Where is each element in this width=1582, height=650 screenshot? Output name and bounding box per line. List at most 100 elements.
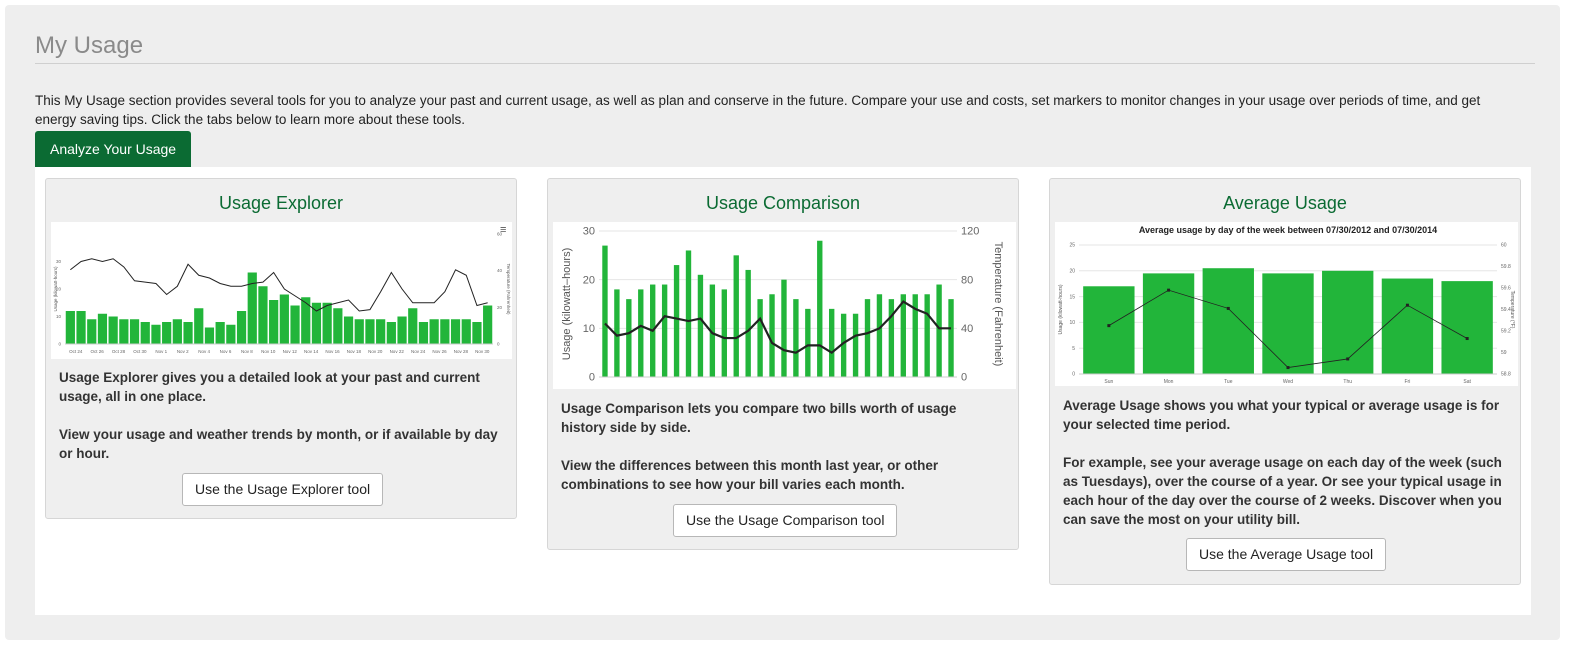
x-tick-label: Nov 28: [454, 349, 469, 354]
usage-bar: [226, 324, 236, 344]
usage-bar: [215, 322, 225, 344]
y-tick-label: 30: [56, 259, 62, 264]
y-tick-label: 30: [583, 226, 595, 238]
y2-tick-label: 0: [961, 372, 967, 384]
usage-bar: [900, 294, 906, 377]
y-tick-label: 15: [1069, 294, 1075, 300]
y-tick-label: 20: [56, 287, 62, 292]
usage-bar: [1083, 286, 1135, 374]
menu-icon[interactable]: ≡: [500, 224, 506, 236]
usage-bar: [236, 311, 247, 344]
y2-tick-label: 40: [961, 323, 973, 335]
usage-bar: [311, 302, 322, 344]
usage-bar: [1381, 278, 1434, 374]
usage-bar: [408, 308, 418, 344]
x-tick-label: Nov 2: [177, 349, 189, 354]
tab-analyze-your-usage[interactable]: Analyze Your Usage: [35, 131, 192, 167]
my-usage-panel: My Usage This My Usage section provides …: [5, 5, 1560, 640]
temperature-marker: [1286, 366, 1290, 370]
usage-bar: [781, 279, 787, 377]
usage-bar: [840, 313, 847, 377]
usage-bar: [1142, 273, 1195, 374]
usage-bar: [65, 311, 75, 344]
x-tick-label: Oct 30: [133, 349, 147, 354]
y-tick-label: 25: [1069, 243, 1075, 249]
usage-explorer-button[interactable]: Use the Usage Explorer tool: [182, 473, 384, 506]
y2-tick-label: 58.8: [1501, 372, 1511, 378]
y2-tick-label: 59.8: [1501, 264, 1511, 270]
usage-bar: [97, 313, 108, 344]
x-tick-label: Nov 16: [325, 349, 340, 354]
card-paragraph: Usage Comparison lets you compare two bi…: [561, 401, 957, 435]
y2-tick-label: 59.4: [1501, 307, 1511, 313]
y2-axis-label: Temperature (°F): [1509, 291, 1515, 329]
usage-bar: [365, 319, 375, 344]
usage-bar: [483, 305, 493, 344]
usage-explorer-card: Usage Explorer 0 10 20 30 0 20 40 60 Usage (kilo…: [45, 178, 517, 519]
usage-bar: [269, 300, 279, 344]
y2-tick-label: 59: [1501, 350, 1507, 356]
x-tick-label: Nov 30: [475, 349, 490, 354]
usage-bar: [194, 308, 204, 344]
average-usage-button[interactable]: Use the Average Usage tool: [1186, 538, 1387, 571]
usage-bar: [119, 319, 129, 344]
x-tick-label: Nov 8: [241, 349, 253, 354]
usage-bar: [1262, 273, 1314, 374]
x-tick-label: Oct 28: [112, 349, 126, 354]
y-tick-label: 10: [56, 314, 62, 319]
usage-bar: [948, 299, 954, 377]
usage-bar: [290, 305, 300, 344]
card-description: Usage Comparison lets you compare two bi…: [561, 399, 1000, 494]
x-tick-label: Thu: [1343, 379, 1352, 385]
usage-bar: [721, 289, 727, 377]
usage-bar: [87, 319, 97, 344]
y2-tick-label: 60: [1501, 243, 1507, 249]
card-paragraph: View your usage and weather trends by mo…: [59, 427, 498, 461]
y2-tick-label: 40: [497, 268, 503, 273]
y-tick-label: 20: [1069, 268, 1075, 274]
usage-bar: [912, 294, 918, 377]
y-axis-label: Usage (kilowatt–hours): [561, 248, 573, 361]
usage-bar: [322, 302, 332, 344]
x-tick-label: Mon: [1164, 379, 1174, 385]
x-tick-label: Nov 12: [283, 349, 298, 354]
temperature-marker: [1465, 337, 1469, 341]
usage-bar: [709, 284, 716, 377]
temperature-line: [70, 258, 488, 312]
usage-bar: [638, 289, 644, 377]
usage-bar: [151, 324, 161, 344]
usage-bar: [461, 319, 471, 344]
x-tick-label: Nov 10: [261, 349, 276, 354]
usage-bar: [204, 327, 215, 344]
average-usage-thumbnail: Average usage by day of the week between…: [1055, 222, 1518, 386]
usage-bar: [301, 297, 311, 344]
card-paragraph: View the differences between this month …: [561, 458, 939, 492]
temperature-marker: [1346, 357, 1350, 361]
y2-tick-label: 0: [497, 342, 500, 347]
y2-tick-label: 59.2: [1501, 329, 1511, 335]
usage-bar: [864, 299, 871, 377]
usage-bar: [333, 308, 343, 344]
usage-comparison-button[interactable]: Use the Usage Comparison tool: [673, 504, 898, 537]
card-description: Average Usage shows you what your typica…: [1063, 396, 1502, 529]
usage-bar: [852, 313, 859, 377]
usage-bar: [924, 294, 930, 377]
usage-bar: [472, 322, 482, 344]
x-tick-label: Tue: [1224, 379, 1233, 385]
x-tick-label: Nov 26: [432, 349, 447, 354]
usage-bar: [140, 322, 150, 344]
x-tick-label: Oct 26: [90, 349, 104, 354]
y-axis-label: Usage (kilowatt-hours): [53, 266, 58, 312]
x-tick-label: Nov 4: [198, 349, 210, 354]
usage-comparison-thumbnail: 0 10 20 30 0 40 80 120 Usage (kilowatt–hours) Tem…: [553, 222, 1016, 389]
usage-bar: [817, 240, 823, 377]
y-tick-label: 10: [583, 323, 595, 335]
y2-tick-label: 80: [961, 274, 973, 286]
title-divider: [35, 63, 1535, 64]
y-tick-label: 20: [583, 274, 595, 286]
usage-bar: [108, 316, 118, 344]
x-tick-label: Sat: [1463, 379, 1471, 385]
x-tick-label: Nov 24: [411, 349, 426, 354]
usage-bar: [805, 308, 811, 377]
usage-bar: [343, 316, 354, 344]
